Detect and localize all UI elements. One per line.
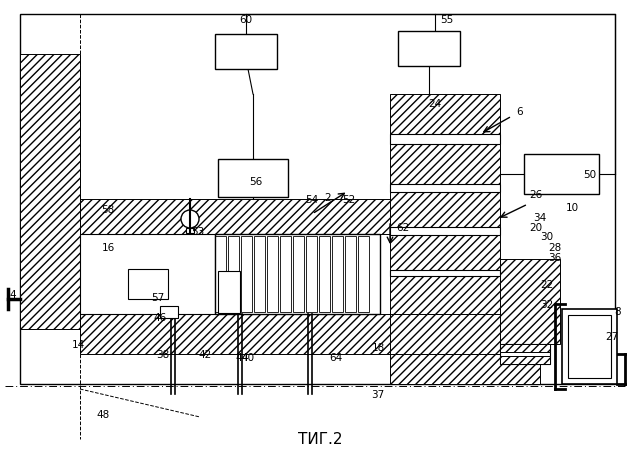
Text: 36: 36 <box>548 253 562 262</box>
Text: 46: 46 <box>154 312 166 322</box>
Text: 52: 52 <box>342 194 356 205</box>
Bar <box>128 269 168 299</box>
Bar <box>390 271 500 276</box>
Bar <box>390 193 500 227</box>
Bar <box>80 199 390 235</box>
Text: 18: 18 <box>371 342 385 352</box>
Bar <box>398 32 460 67</box>
Text: 28: 28 <box>548 243 562 253</box>
Bar <box>20 55 80 329</box>
Bar <box>390 95 500 135</box>
Text: 14: 14 <box>72 339 84 349</box>
Bar <box>319 236 330 312</box>
Bar <box>345 236 356 312</box>
Text: 48: 48 <box>97 409 109 419</box>
Text: 58: 58 <box>101 205 115 215</box>
Bar <box>390 135 500 145</box>
Text: 6: 6 <box>516 107 524 117</box>
Bar <box>332 236 343 312</box>
Bar <box>524 155 599 194</box>
Text: 53: 53 <box>191 226 205 236</box>
Text: 16: 16 <box>101 243 115 253</box>
Bar <box>306 236 317 312</box>
Text: 60: 60 <box>239 15 253 25</box>
Text: 24: 24 <box>428 99 442 109</box>
Bar <box>390 184 500 193</box>
Bar <box>390 276 500 314</box>
Text: 54: 54 <box>305 194 319 205</box>
Bar <box>80 314 395 354</box>
Text: 27: 27 <box>605 331 619 341</box>
Bar <box>562 309 617 384</box>
Text: ΤИГ.2: ΤИГ.2 <box>298 432 342 446</box>
Text: 50: 50 <box>584 170 596 179</box>
Bar <box>390 314 500 354</box>
Text: 44: 44 <box>236 352 248 362</box>
Bar <box>228 236 239 312</box>
Bar <box>20 15 615 384</box>
Bar <box>215 35 277 70</box>
Text: 55: 55 <box>440 15 454 25</box>
Bar <box>390 235 500 271</box>
Bar <box>390 227 500 235</box>
Text: 34: 34 <box>533 212 547 222</box>
Text: 8: 8 <box>614 306 621 316</box>
Bar <box>218 160 288 198</box>
Text: 42: 42 <box>198 349 212 359</box>
Text: 4: 4 <box>10 290 16 299</box>
Text: 20: 20 <box>529 222 543 232</box>
Bar <box>131 272 165 296</box>
Bar <box>241 236 252 312</box>
Bar <box>568 315 611 378</box>
Circle shape <box>181 211 199 229</box>
Text: 2: 2 <box>324 193 332 202</box>
Bar <box>500 344 550 352</box>
Bar <box>215 236 226 312</box>
Bar <box>390 145 500 184</box>
Bar <box>280 236 291 312</box>
Bar <box>254 236 265 312</box>
Text: 22: 22 <box>540 279 554 290</box>
Bar <box>186 229 194 234</box>
Bar <box>500 356 550 364</box>
Bar <box>160 306 178 318</box>
Bar <box>293 236 304 312</box>
Text: 64: 64 <box>330 352 342 362</box>
Text: 30: 30 <box>540 231 554 241</box>
Text: 26: 26 <box>529 189 543 199</box>
Text: 57: 57 <box>152 292 164 302</box>
Bar <box>358 236 369 312</box>
Bar <box>80 235 215 314</box>
Text: 40: 40 <box>241 352 255 362</box>
Text: 32: 32 <box>540 299 554 309</box>
Bar <box>215 235 380 314</box>
Bar <box>267 236 278 312</box>
Text: 37: 37 <box>371 389 385 399</box>
Bar <box>500 344 550 364</box>
Text: 62: 62 <box>396 222 410 232</box>
Bar <box>390 354 540 384</box>
Text: 10: 10 <box>565 202 579 212</box>
Bar <box>500 259 560 344</box>
Text: 56: 56 <box>250 177 262 187</box>
Bar <box>218 272 240 313</box>
Text: 38: 38 <box>156 349 170 359</box>
